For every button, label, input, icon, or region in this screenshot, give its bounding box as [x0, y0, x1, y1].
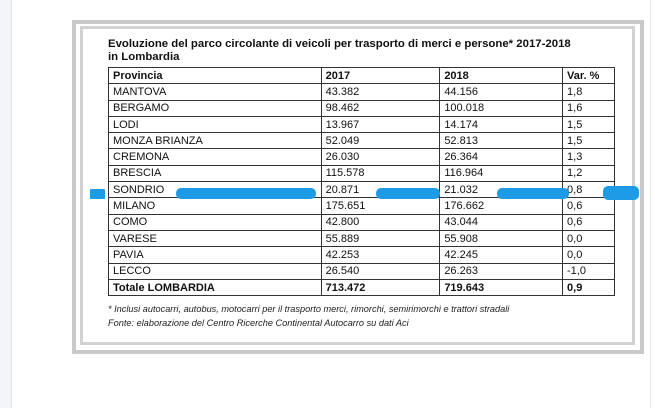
cell-var: 1,2 [562, 164, 615, 183]
cell-2017: 26.540 [320, 262, 441, 280]
cell-2017: 52.049 [320, 132, 441, 150]
cell-2018: 14.174 [439, 115, 564, 134]
cell-var: 0,0 [562, 229, 615, 248]
left-panel-edge [0, 0, 12, 408]
cell-total-var: 0,9 [562, 278, 615, 297]
cell-2018: 116.964 [439, 164, 564, 183]
cell-2017: 43.382 [320, 83, 441, 101]
table-notes: * Inclusi autocarri, autobus, motocarri … [108, 302, 615, 330]
table-row: LECCO 26.540 26.263 -1,0 [108, 262, 615, 280]
image-frame-inner [80, 26, 635, 345]
cell-2018: 26.364 [439, 148, 564, 166]
table-row: BERGAMO 98.462 100.018 1,6 [108, 99, 615, 117]
header-var: Var. % [562, 66, 615, 85]
cell-var: 1,6 [562, 99, 615, 117]
cell-provincia: COMO [108, 213, 322, 231]
highlight-marker-provincia [176, 188, 316, 199]
cell-2018: 43.044 [439, 213, 564, 231]
cell-provincia: LECCO [108, 262, 322, 280]
footnote-source: Fonte: elaborazione del Centro Ricerche … [108, 318, 409, 329]
cell-2018: 52.813 [439, 132, 564, 150]
table-header-row: Provincia 2017 2018 Var. % [108, 66, 615, 85]
cell-total-2017: 713.472 [320, 278, 441, 297]
table-row: COMO 42.800 43.044 0,6 [108, 213, 615, 231]
cell-2017: 13.967 [320, 115, 441, 134]
table-title-line-1: Evoluzione del parco circolante di veico… [108, 38, 571, 50]
header-2017: 2017 [320, 66, 441, 85]
table-row: PAVIA 42.253 42.245 0,0 [108, 246, 615, 264]
cell-var: 0,6 [562, 197, 615, 215]
highlight-marker-2018 [497, 188, 569, 199]
cell-var: 0,0 [562, 246, 615, 264]
cell-total-label: Totale LOMBARDIA [108, 278, 322, 297]
cell-provincia: VARESE [108, 229, 322, 248]
table-row: MANTOVA 43.382 44.156 1,8 [108, 83, 615, 101]
cell-2017: 55.889 [320, 229, 441, 248]
cell-2018: 55.908 [439, 229, 564, 248]
cell-2017: 26.030 [320, 148, 441, 166]
cell-2017: 42.253 [320, 246, 441, 264]
cell-2017: 115.578 [320, 164, 441, 183]
footnote-inclusions: * Inclusi autocarri, autobus, motocarri … [108, 304, 510, 315]
cell-var: 1,5 [562, 132, 615, 150]
cell-2018: 100.018 [439, 99, 564, 117]
table-title: Evoluzione del parco circolante di veico… [108, 38, 615, 64]
cell-total-2018: 719.643 [439, 278, 564, 297]
cell-2018: 26.263 [439, 262, 564, 280]
table-row: VARESE 55.889 55.908 0,0 [108, 229, 615, 248]
table-total-row: Totale LOMBARDIA 713.472 719.643 0,9 [108, 278, 615, 297]
cell-var: 1,5 [562, 115, 615, 134]
table-title-line-2: in Lombardia [108, 51, 180, 63]
cell-2018: 42.245 [439, 246, 564, 264]
cell-provincia: CREMONA [108, 148, 322, 166]
right-divider [650, 0, 651, 408]
cell-2017: 42.800 [320, 213, 441, 231]
cell-provincia: BRESCIA [108, 164, 322, 183]
vehicle-fleet-table: Provincia 2017 2018 Var. % MANTOVA 43.382… [108, 66, 615, 297]
header-provincia: Provincia [108, 66, 322, 85]
cell-var: -1,0 [562, 262, 615, 280]
cell-2017: 175.651 [320, 197, 441, 215]
cell-provincia: MANTOVA [108, 83, 322, 101]
cell-2017: 98.462 [320, 99, 441, 117]
table-row: MONZA BRIANZA 52.049 52.813 1,5 [108, 132, 615, 150]
cell-var: 1,3 [562, 148, 615, 166]
cell-var: 0,6 [562, 213, 615, 231]
cell-provincia: MONZA BRIANZA [108, 132, 322, 150]
cell-provincia: PAVIA [108, 246, 322, 264]
cell-provincia: MILANO [108, 197, 322, 215]
cell-2018: 176.662 [439, 197, 564, 215]
cell-var: 1,8 [562, 83, 615, 101]
cell-provincia: BERGAMO [108, 99, 322, 117]
highlight-marker-left [90, 189, 105, 199]
table-row: LODI 13.967 14.174 1,5 [108, 115, 615, 134]
header-2018: 2018 [439, 66, 564, 85]
document-figure: Evoluzione del parco circolante di veico… [108, 38, 615, 330]
table-row: BRESCIA 115.578 116.964 1,2 [108, 164, 615, 183]
cell-provincia: LODI [108, 115, 322, 134]
highlight-marker-var [603, 186, 639, 200]
table-row: MILANO 175.651 176.662 0,6 [108, 197, 615, 215]
table-row: CREMONA 26.030 26.364 1,3 [108, 148, 615, 166]
cell-2018: 44.156 [439, 83, 564, 101]
highlight-marker-2017 [376, 188, 440, 199]
